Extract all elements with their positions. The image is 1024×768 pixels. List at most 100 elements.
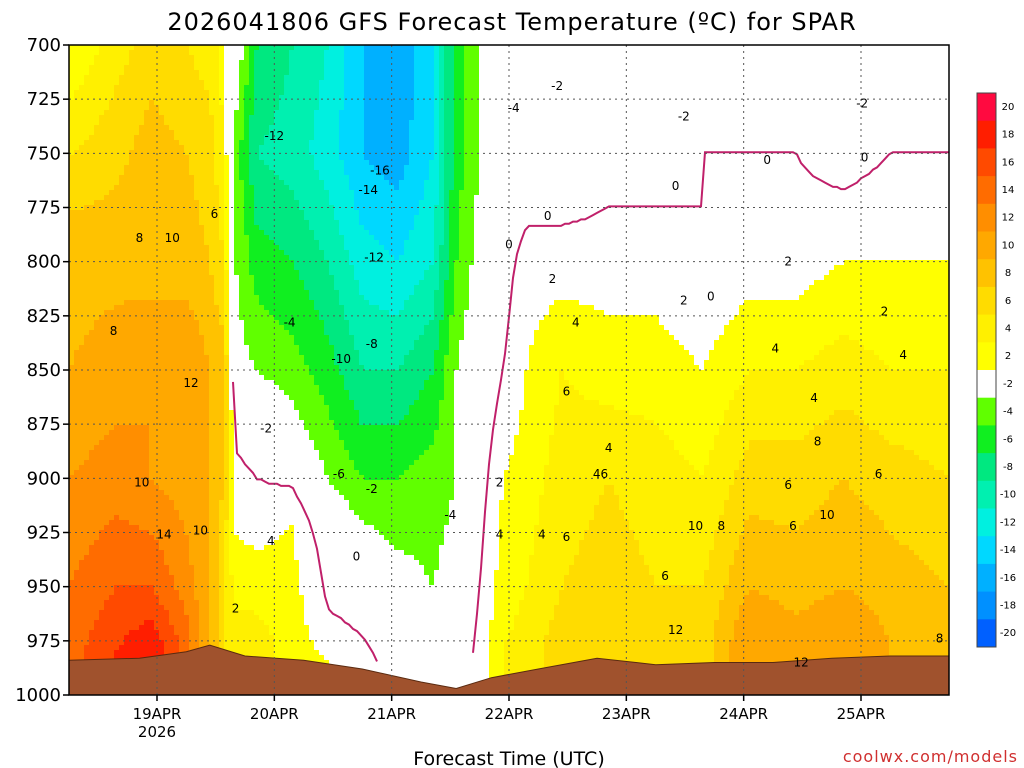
colorbar-label: -6 — [1003, 434, 1013, 445]
contour-label: 0 — [544, 209, 552, 223]
contour-label: 0 — [353, 549, 361, 563]
contour-label: -4 — [444, 508, 456, 522]
contour-label: 0 — [707, 289, 715, 303]
contour-label: -4 — [508, 101, 520, 115]
colorbar-label: 20 — [1002, 102, 1015, 113]
colorbar-swatch — [977, 508, 996, 537]
colorbar-swatch — [977, 591, 996, 620]
colorbar-label: -12 — [1000, 517, 1016, 528]
y-tick-label: 975 — [27, 631, 61, 652]
colorbar-label: 8 — [1005, 268, 1011, 279]
contour-label: -4 — [284, 315, 296, 329]
colorbar-swatch — [977, 231, 996, 260]
contour-label: 0 — [505, 237, 513, 251]
x-tick-label: 19APR — [133, 705, 182, 723]
contour-label: -12 — [364, 250, 384, 264]
contour-labels: -12 -16 -14 -12 -4 -10 -8 -2 -6 -2 0 -4 -2 -4 -2 -2 0 0 0 0… — [110, 79, 944, 669]
temperature-field — [69, 45, 949, 695]
y-tick-label: 700 — [27, 35, 61, 56]
colorbar-swatch — [977, 480, 996, 509]
contour-label: 2 — [549, 272, 557, 286]
colorbar-label: 4 — [1005, 323, 1011, 334]
contour-label: 4 — [572, 315, 580, 329]
x-axis-label: Forecast Time (UTC) — [413, 748, 604, 768]
contour-label: 6 — [789, 519, 797, 533]
y-tick-label: 825 — [27, 306, 61, 327]
y-tick-label: 725 — [27, 89, 61, 110]
contour-label: 4 — [810, 391, 818, 405]
contour-label: 2 — [232, 601, 240, 615]
y-tick-label: 875 — [27, 414, 61, 435]
colorbar-swatch — [977, 203, 996, 232]
contour-label: 12 — [183, 376, 198, 390]
x-tick-label: 23APR — [602, 705, 651, 723]
colorbar-swatch — [977, 425, 996, 454]
y-tick-label: 800 — [27, 252, 61, 273]
colorbar-swatch — [977, 314, 996, 343]
y-tick-label: 850 — [27, 360, 61, 381]
colorbar-frame — [976, 92, 997, 648]
contour-label: -2 — [551, 79, 563, 93]
colorbar-swatch — [977, 536, 996, 565]
colorbar-label: 14 — [1002, 185, 1015, 196]
contour-label: -12 — [265, 129, 285, 143]
x-tick-label: 24APR — [719, 705, 768, 723]
contour-label: 10 — [193, 523, 208, 537]
x-tick-label: 21APR — [367, 705, 416, 723]
contour-label: 8 — [110, 324, 118, 338]
contour-label: 6 — [784, 478, 792, 492]
freezing-line — [232, 151, 949, 662]
colorbar-swatch — [977, 563, 996, 593]
contour-label: 6 — [661, 569, 669, 583]
colorbar-swatch — [977, 259, 996, 288]
colorbar-label: 6 — [1005, 296, 1011, 307]
contour-label: 2 — [881, 305, 889, 319]
contour-label: 12 — [668, 623, 683, 637]
y-tick-label: 900 — [27, 468, 61, 489]
contour-label: 8 — [936, 632, 944, 646]
colorbar-swatch — [977, 286, 996, 316]
x-tick-label: 22APR — [485, 705, 534, 723]
contour-label: -10 — [331, 352, 351, 366]
chart-title: 2026041806 GFS Forecast Temperature (ºC)… — [167, 8, 856, 36]
colorbar-label: -4 — [1003, 407, 1013, 418]
contour-label: 0 — [763, 153, 771, 167]
colorbar-label: 10 — [1002, 240, 1015, 251]
contour-label: -2 — [856, 97, 868, 111]
contour-label: 10 — [688, 519, 703, 533]
contour-label: 0 — [672, 179, 680, 193]
credit-link[interactable]: coolwx.com/models — [843, 747, 1018, 766]
contour-label: -8 — [366, 337, 378, 351]
contour-label: -6 — [333, 467, 345, 481]
contour-label: 8 — [718, 519, 726, 533]
x-tick-label: 25APR — [837, 705, 886, 723]
colorbar-swatch — [977, 453, 996, 482]
colorbar-label: -2 — [1003, 379, 1013, 390]
contour-label: 10 — [134, 476, 149, 490]
contour-label: 8 — [814, 435, 822, 449]
colorbar-swatch — [977, 176, 996, 205]
contour-label: 6 — [563, 385, 571, 399]
contour-label: 10 — [819, 508, 834, 522]
colorbar-label: 2 — [1005, 351, 1011, 362]
colorbar-label: -20 — [1000, 628, 1016, 639]
colorbar-swatch — [977, 397, 996, 426]
contour-label: 6 — [563, 530, 571, 544]
colorbar-label: -18 — [1000, 600, 1016, 611]
contour-label: -16 — [370, 164, 390, 178]
contour-label: 10 — [165, 231, 180, 245]
contour-label: -2 — [678, 110, 690, 124]
contour-label: -14 — [358, 183, 378, 197]
contour-label: 12 — [794, 656, 809, 670]
contour-label: 2 — [784, 255, 792, 269]
colorbar-label: 16 — [1002, 157, 1015, 168]
colorbar-label: 18 — [1002, 130, 1015, 141]
contour-label: -2 — [366, 482, 378, 496]
colorbar-swatch — [977, 120, 996, 149]
colorbar-swatch — [977, 93, 996, 122]
contour-label: 4 — [772, 341, 780, 355]
colorbar: 20 18 16 14 12 10 8 6 4 2 -2 -4 -6 -8 -10 -12 -14 -16 -18 -… — [976, 92, 1016, 648]
contour-label: 8 — [136, 231, 144, 245]
y-tick-label: 1000 — [15, 685, 61, 706]
